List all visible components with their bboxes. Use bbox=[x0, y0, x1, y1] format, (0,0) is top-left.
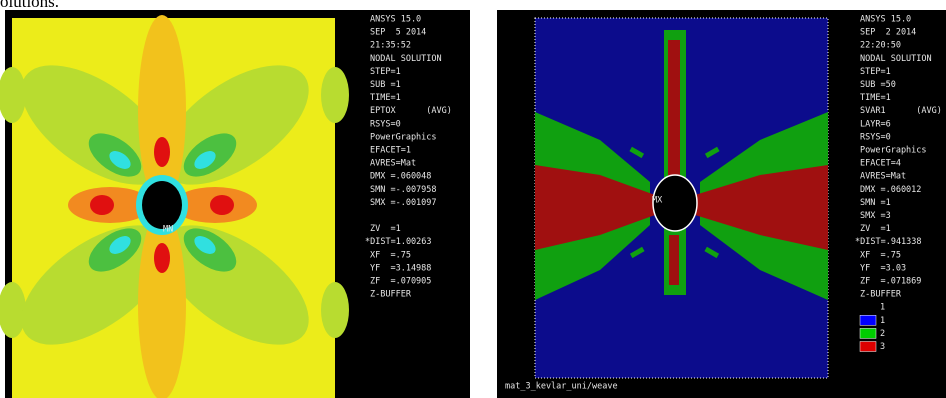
caption-fragment: olutions. bbox=[0, 0, 59, 11]
info-line: SEP 5 2014 bbox=[370, 28, 426, 38]
view-line: ZF =.070905 bbox=[370, 277, 431, 287]
plot-label: MX bbox=[652, 196, 663, 206]
view-line: ZF =.071869 bbox=[860, 277, 921, 287]
contour-plot bbox=[534, 17, 829, 379]
info-line: STEP=1 bbox=[370, 67, 401, 77]
info-line: DMX =.060048 bbox=[370, 172, 431, 182]
legend-label: 2 bbox=[880, 329, 885, 339]
info-line: SEP 2 2014 bbox=[860, 28, 916, 38]
info-line: SUB =50 bbox=[860, 80, 896, 90]
legend-label: 1 bbox=[880, 303, 885, 313]
info-line: ANSYS 15.0 bbox=[860, 15, 911, 25]
info-text: ANSYS 15.0 SEP 5 2014 21:35:52 NODAL SOLUTI… bbox=[365, 15, 452, 300]
view-line: XF =.75 bbox=[370, 250, 411, 260]
info-text: ANSYS 15.0 SEP 2 2014 22:20:50 NODAL SOLUTI… bbox=[855, 15, 942, 300]
info-line: EPTOX (AVG) bbox=[370, 106, 452, 116]
view-line: YF =3.14988 bbox=[370, 263, 431, 273]
footer-text: mat_3_kevlar_uni/weave bbox=[505, 382, 618, 392]
view-line: XF =.75 bbox=[860, 250, 901, 260]
legend-swatch bbox=[859, 315, 877, 326]
info-line: TIME=1 bbox=[860, 93, 891, 103]
view-line: *DIST=1.00263 bbox=[365, 237, 432, 247]
info-line: SMN =-.007958 bbox=[370, 185, 437, 195]
legend-swatch bbox=[859, 341, 877, 352]
info-line: DMX =.060012 bbox=[860, 185, 921, 195]
info-line: PowerGraphics bbox=[370, 132, 437, 142]
info-line: LAYR=6 bbox=[860, 119, 891, 129]
info-line: EFACET=4 bbox=[860, 159, 901, 169]
info-line: PowerGraphics bbox=[860, 146, 927, 156]
plot-label: MN bbox=[163, 225, 173, 235]
view-line: ZV =1 bbox=[370, 224, 401, 234]
info-line: SUB =1 bbox=[370, 80, 401, 90]
info-line: AVRES=Mat bbox=[370, 159, 416, 169]
info-line: NODAL SOLUTION bbox=[860, 54, 932, 64]
view-line: YF =3.03 bbox=[860, 263, 906, 273]
info-line: STEP=1 bbox=[860, 67, 891, 77]
legend-label: 1 bbox=[880, 316, 885, 326]
info-line: 21:35:52 bbox=[370, 41, 411, 51]
legend-label: 3 bbox=[880, 342, 885, 352]
info-line: NODAL SOLUTION bbox=[370, 54, 442, 64]
info-line: SMX =-.001097 bbox=[370, 198, 437, 208]
info-line: AVRES=Mat bbox=[860, 172, 906, 182]
legend: 1 1 2 3 bbox=[859, 303, 885, 352]
contour-plot bbox=[0, 15, 349, 398]
view-line: ZV =1 bbox=[860, 224, 891, 234]
info-line: ANSYS 15.0 bbox=[370, 15, 421, 25]
info-line: 22:20:50 bbox=[860, 41, 901, 51]
info-line: SMN =1 bbox=[860, 198, 891, 208]
info-line: RSYS=0 bbox=[370, 119, 401, 129]
info-line: SVAR1 (AVG) bbox=[860, 106, 942, 116]
view-line: *DIST=.941338 bbox=[855, 237, 922, 247]
view-line: Z-BUFFER bbox=[370, 290, 412, 300]
view-line: Z-BUFFER bbox=[860, 290, 902, 300]
info-line: RSYS=0 bbox=[860, 132, 891, 142]
legend-swatch bbox=[859, 328, 877, 339]
info-line: TIME=1 bbox=[370, 93, 401, 103]
info-line: EFACET=1 bbox=[370, 146, 411, 156]
info-line: SMX =3 bbox=[860, 211, 891, 221]
